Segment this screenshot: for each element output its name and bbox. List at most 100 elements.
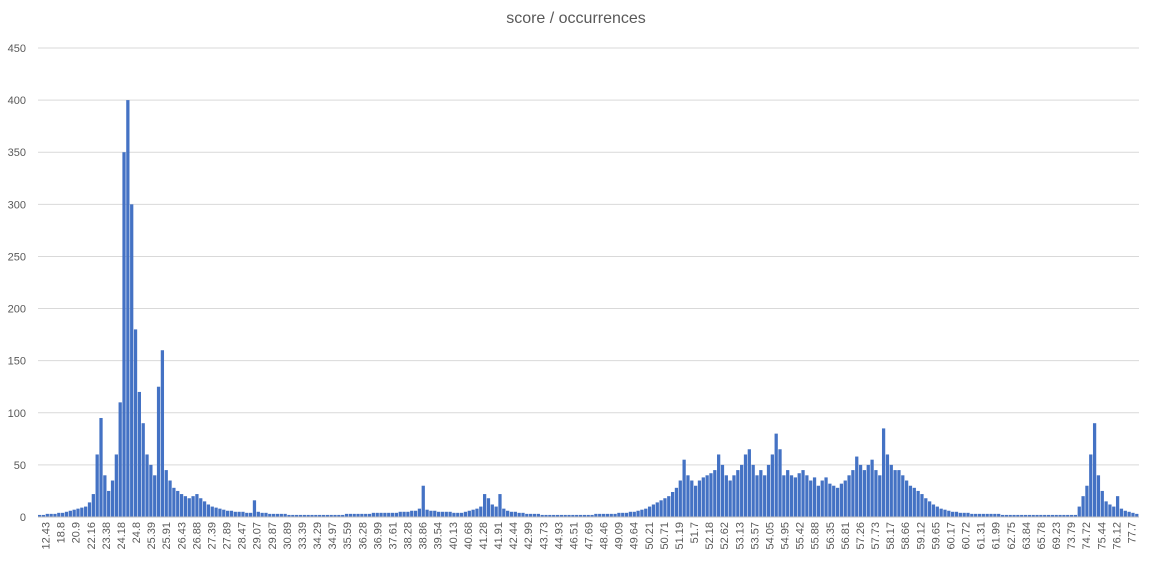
bar (751, 464, 755, 517)
chart-title: score / occurrences (506, 10, 646, 27)
bar (122, 152, 126, 517)
x-tick-label: 52.18 (704, 522, 716, 550)
bar (145, 454, 149, 517)
bar (601, 513, 606, 517)
bar (766, 464, 771, 517)
bar (248, 512, 253, 517)
bar (789, 475, 794, 517)
bar (348, 513, 352, 517)
y-tick-labels: 0 50 100 150 200 250 300 350 400 450 (8, 43, 26, 524)
x-tick-label: 76.12 (1111, 522, 1123, 550)
bar (1135, 513, 1139, 517)
x-tick-label: 38.86 (418, 522, 430, 550)
bar (341, 514, 345, 517)
bar (379, 512, 383, 517)
bar (855, 456, 859, 517)
bar (920, 494, 924, 517)
bar (908, 485, 913, 517)
bar (747, 449, 751, 517)
bar (99, 417, 103, 517)
bar (743, 454, 748, 517)
bar (417, 508, 422, 517)
y-tick-label: 150 (8, 356, 26, 368)
bar (279, 513, 283, 517)
x-tick-label: 54.05 (765, 522, 777, 550)
bar (636, 510, 640, 517)
bar (613, 513, 617, 517)
x-tick-label: 65.78 (1036, 522, 1048, 550)
bar (881, 428, 886, 517)
bar (252, 500, 257, 517)
bar (394, 512, 399, 517)
bar (847, 475, 851, 517)
x-tick-label: 59.65 (930, 522, 942, 550)
x-tick-label: 36.28 (357, 522, 369, 550)
x-tick-label: 55.88 (810, 522, 822, 550)
x-tick-label: 41.91 (493, 522, 505, 550)
bar (590, 514, 594, 517)
bar (866, 464, 870, 517)
bar (797, 473, 801, 517)
bar (352, 513, 356, 517)
bar (410, 510, 414, 517)
bar (283, 513, 287, 517)
bar (344, 513, 349, 517)
bar (260, 512, 264, 517)
bar (433, 510, 437, 517)
bar (632, 511, 636, 517)
bar (502, 508, 506, 517)
bar (333, 514, 337, 517)
bar (268, 513, 272, 517)
bar (218, 508, 222, 517)
x-tick-label: 48.46 (599, 522, 611, 550)
bar (809, 480, 813, 517)
bar (970, 513, 974, 517)
bar (160, 350, 165, 517)
bar (172, 487, 176, 517)
x-tick-label: 75.44 (1096, 522, 1108, 550)
bar (851, 470, 855, 517)
bar (471, 509, 475, 517)
bar (398, 511, 402, 517)
bar (644, 508, 648, 517)
bar (38, 514, 42, 517)
bar (41, 514, 46, 517)
bar (1108, 504, 1112, 517)
bar (191, 496, 195, 517)
bar (974, 513, 978, 517)
bar (839, 483, 844, 517)
x-tick-label: 43.73 (538, 522, 550, 550)
bar (383, 512, 387, 517)
x-tick-label: 40.13 (448, 522, 460, 550)
bar (578, 514, 583, 517)
bar (425, 509, 429, 517)
x-tick-label: 42.44 (508, 522, 520, 550)
bar (110, 480, 115, 517)
bar (778, 449, 782, 517)
x-tick-label: 44.93 (553, 522, 565, 550)
x-tick-label: 29.87 (267, 522, 279, 550)
bar (774, 433, 778, 517)
bar (356, 513, 360, 517)
bar (713, 470, 717, 517)
bar (452, 512, 456, 517)
bar (133, 329, 138, 517)
bar (210, 506, 214, 517)
y-tick-label: 300 (8, 199, 26, 211)
bar (1085, 485, 1089, 517)
x-tick-label: 40.68 (463, 522, 475, 550)
bar (624, 512, 629, 517)
bar (1077, 506, 1081, 517)
bar (440, 511, 445, 517)
bar (1012, 514, 1016, 517)
bar (306, 514, 310, 517)
x-tick-label: 53.13 (734, 522, 746, 550)
bar (916, 490, 920, 517)
x-tick-label: 26.43 (176, 522, 188, 550)
bar (709, 473, 713, 517)
x-tick-label: 60.72 (961, 522, 973, 550)
bar (567, 514, 571, 517)
bar (843, 480, 847, 517)
bar (655, 502, 659, 517)
bar (659, 500, 663, 517)
